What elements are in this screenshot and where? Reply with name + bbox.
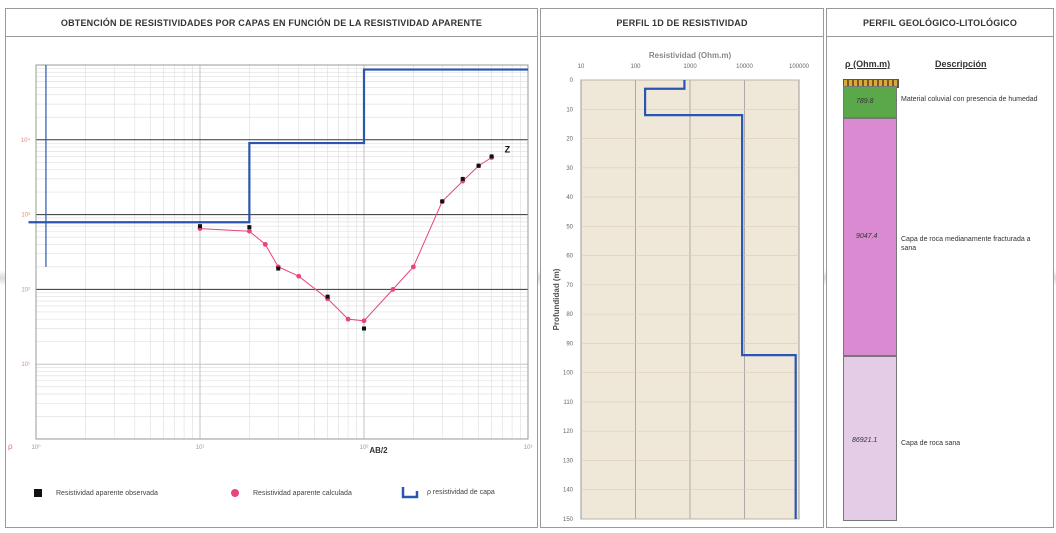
x-tick-label: 10³ (524, 445, 533, 451)
curve-end-label: Z (505, 144, 511, 154)
y-axis-label: Profundidad (m) (552, 268, 561, 330)
calculated-point (262, 241, 268, 247)
observed-point (489, 154, 494, 159)
panel-title: PERFIL GEOLÓGICO-LITOLÓGICO (827, 9, 1053, 37)
y-tick-label: 60 (566, 254, 573, 260)
observed-point (247, 225, 252, 230)
x-tick-label: 100 (630, 64, 641, 70)
y-tick-label: 10⁴ (21, 137, 31, 144)
panel-title: PERFIL 1D DE RESISTIVIDAD (541, 9, 823, 37)
calculated-point (361, 318, 367, 324)
calculated-curve (199, 157, 492, 322)
sounding-chart: 10⁰ 10¹ 10² 10³ 10¹ 10² 10³ 10⁴ ρ AB/2 Z (8, 64, 533, 455)
observed-point (362, 326, 366, 331)
y-tick-label: 110 (563, 400, 573, 406)
y-tick-label: 70 (566, 283, 573, 289)
pink-dot-icon (231, 489, 239, 497)
layer-resistivity-line (28, 68, 528, 224)
observed-point (476, 163, 481, 168)
y-tick-label: 0 (570, 78, 574, 84)
legend-layer: ρ resistividad de capa (401, 485, 495, 499)
y-tick-label: 10³ (21, 213, 30, 219)
profile-chart: 10 100 1000 10000 100000 0 10 20 30 40 50 60 70 80 90 1… (552, 51, 810, 523)
y-tick-label: 10 (566, 107, 573, 113)
calculated-point (296, 273, 302, 279)
y-tick-label: 30 (566, 166, 573, 172)
legend-observed: Resistividad aparente observada (34, 489, 158, 497)
observed-point (460, 176, 465, 181)
observed-point (440, 199, 445, 204)
y-tick-label: 40 (566, 195, 573, 201)
x-tick-label: 1000 (683, 64, 697, 70)
black-square-icon (34, 489, 42, 497)
y-tick-label: 10¹ (21, 362, 30, 368)
x-tick-label: 10000 (736, 64, 753, 70)
observed-point (276, 266, 281, 271)
layer-description: Capa de roca sana (901, 440, 961, 447)
rho-column-header: ρ (Ohm.m) (845, 59, 891, 69)
y-tick-label: 130 (563, 458, 574, 464)
layer-sound-rock: 86921.1 (843, 356, 897, 521)
calculated-point (390, 287, 396, 292)
y-tick-label: 150 (563, 517, 574, 523)
y-tick-label: 120 (563, 429, 574, 435)
y-tick-label: 100 (563, 371, 574, 377)
x-axis-label: AB/2 (369, 446, 388, 455)
observed-point (325, 294, 330, 299)
layer-description: Material coluvial con presencia de humed… (901, 96, 1038, 103)
y-tick-label: 140 (563, 488, 574, 494)
observed-point (198, 224, 202, 229)
description-column-header: Descripción (935, 59, 987, 69)
layer-fractured-rock: 9047.4 (843, 118, 897, 356)
legend-calculated: Resistividad aparente calculada (231, 489, 352, 497)
layer-description: Capa de roca medianamente fracturada a s… (901, 236, 1031, 252)
y-tick-label: 20 (566, 137, 573, 143)
calculated-point (345, 316, 351, 322)
x-tick-label: 10¹ (196, 445, 205, 451)
resistivity-profile-line (643, 80, 797, 519)
step-line-icon (401, 487, 419, 499)
plot-frame (35, 64, 529, 440)
x-axis-label: Resistividad (Ohm.m) (649, 51, 732, 60)
y-tick-label: 90 (566, 341, 573, 347)
y-tick-label: 80 (566, 312, 573, 318)
y-tick-label: 50 (566, 224, 573, 230)
geologic-profile-panel: PERFIL GEOLÓGICO-LITOLÓGICO ρ (Ohm.m) De… (826, 8, 1054, 528)
calculated-point (246, 228, 252, 234)
y-axis-label: ρ (8, 442, 13, 451)
x-tick-label: 10² (360, 445, 369, 451)
layer-colluvial: 789.8 (843, 86, 897, 118)
resistivity-profile-panel: PERFIL 1D DE RESISTIVIDAD 10 100 1000 10000… (540, 8, 824, 528)
x-tick-label: 10⁰ (31, 444, 41, 451)
y-tick-label: 10² (21, 287, 30, 293)
panel-title: OBTENCIÓN DE RESISTIVIDADES POR CAPAS EN… (6, 9, 537, 37)
calculated-point (410, 264, 416, 270)
sounding-curve-panel: OBTENCIÓN DE RESISTIVIDADES POR CAPAS EN… (5, 8, 538, 528)
x-tick-label: 100000 (789, 64, 810, 70)
x-tick-label: 10 (578, 64, 585, 70)
